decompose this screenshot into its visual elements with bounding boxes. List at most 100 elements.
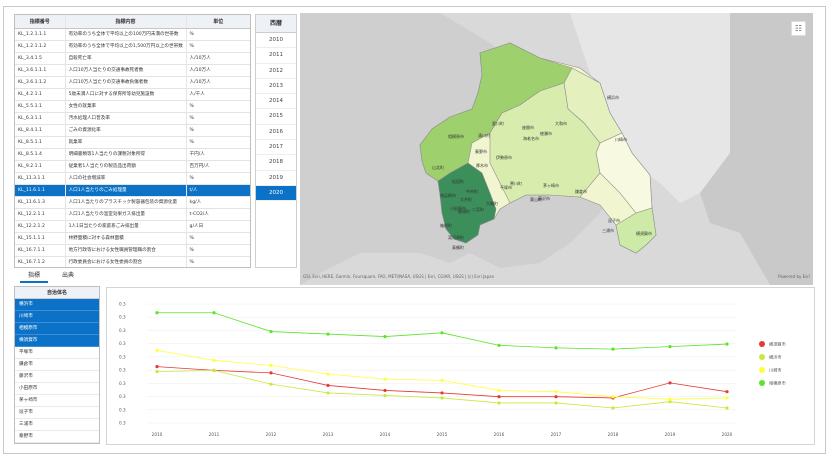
table-row[interactable]: KL_16.7.1.1 地方行政等における女性職員管理職の割合%: [15, 245, 250, 257]
x-tick-label: 2012: [266, 432, 277, 437]
table-row[interactable]: KL_5.5.1.1 女性の就業率%: [15, 101, 250, 113]
x-tick-label: 2010: [152, 432, 163, 437]
table-row[interactable]: KL_6.3.1.1 汚水処理人口普及率%: [15, 113, 250, 125]
indicator-unit: %: [185, 125, 250, 136]
municipality-item[interactable]: 三浦市: [15, 419, 99, 431]
table-row[interactable]: KL_8.4.1.1 ごみの資源化率%: [15, 125, 250, 137]
data-point: [326, 391, 330, 395]
map-label: 葉山町: [530, 197, 542, 202]
year-item[interactable]: 2015: [256, 109, 296, 125]
table-row[interactable]: KL_15.1.1.1 林野面積に対する森林面積%: [15, 233, 250, 245]
indicator-code: KL_6.3.1.1: [18, 116, 42, 121]
indicator-unit: 人/10万人: [185, 77, 250, 88]
y-tick-label: 0.3: [119, 315, 126, 320]
year-item[interactable]: 2018: [256, 155, 296, 171]
table-row[interactable]: KL_4.2.1.1 5歳未満人口に対する保育所等幼児施設数 人/千人: [15, 89, 250, 101]
indicator-unit: %: [185, 29, 250, 40]
indicator-content: 汚水処理人口普及率: [64, 113, 186, 124]
municipality-item[interactable]: 小田原市: [15, 383, 99, 395]
map-label: 湯河原町: [448, 235, 464, 240]
data-point: [554, 390, 558, 394]
indicator-content: 就業率: [64, 137, 186, 148]
map-label: 三浦市: [602, 228, 614, 233]
year-item[interactable]: 2011: [256, 48, 296, 64]
data-point: [611, 395, 615, 399]
indicator-code: KL_3.6.1.1.2: [18, 80, 47, 85]
tab-indicator[interactable]: 指標: [20, 268, 49, 283]
table-row[interactable]: KL_11.6.1.3 人口1人当たりのプラスチック製容器包装の資源化量 kg/人: [15, 197, 250, 209]
indicator-content: 地方行政等における女性職員管理職の割合: [64, 245, 186, 256]
data-point: [440, 378, 444, 383]
map-label: 南足柄市: [440, 193, 456, 198]
data-point: [326, 332, 330, 336]
map-view[interactable]: 相模原市 厚木市 横浜市 川崎市 藤沢市 平塚市 小田原市 横須賀市 鎌倉市 茅ヶ崎市 大和市 海老名…: [300, 13, 813, 285]
year-item[interactable]: 2019: [256, 171, 296, 186]
map-label: 松田町: [452, 179, 464, 184]
table-row[interactable]: KL_12.2.1.2 1人1日当たりの家庭系ごみ排出量 g/人日: [15, 221, 250, 233]
map-label: 横浜市: [607, 95, 619, 100]
table-row[interactable]: KL_1.2.1.1.2 有効率のうち全体で平均以上の1,500万円以上の世帯数%: [15, 41, 250, 53]
data-point: [383, 334, 387, 339]
map-label: 二宮町: [472, 207, 484, 212]
municipality-header: 自治体名: [15, 287, 99, 299]
year-header: 西暦: [256, 15, 296, 33]
municipality-item[interactable]: 茅ヶ崎市: [15, 395, 99, 407]
year-list: 西暦 2010 2011 2012 2013 2014 2015 2016 2017 2018 2…: [255, 14, 297, 268]
data-point: [668, 400, 672, 404]
x-tick-label: 2011: [209, 432, 220, 437]
municipality-item[interactable]: 藤沢市: [15, 371, 99, 383]
year-items: 2010 2011 2012 2013 2014 2015 2016 2017 2018 2019…: [256, 33, 296, 202]
table-row[interactable]: KL_8.5.1.4 明細書類等1人当たりの課税対象所得 千円/人: [15, 149, 250, 161]
municipality-item[interactable]: 平塚市: [15, 347, 99, 359]
table-row[interactable]: KL_9.2.1.1 従業者1人当たりの製造品出荷額 百万円/人: [15, 161, 250, 173]
table-row[interactable]: KL_8.5.1.1 就業率%: [15, 137, 250, 149]
y-tick-label: 0.3: [119, 381, 126, 386]
map-label: 平塚市: [500, 185, 512, 190]
table-row[interactable]: KL_3.6.1.1.1 人口10万人当たりの交通事故死者数 人/10万人: [15, 65, 250, 77]
year-item[interactable]: 2016: [256, 125, 296, 141]
year-item[interactable]: 2013: [256, 79, 296, 95]
year-item[interactable]: 2020: [256, 185, 296, 202]
table-row[interactable]: KL_11.3.1.1 人口の社会増減率%: [15, 173, 250, 185]
map-powered-by: Powered by Esri: [778, 274, 810, 279]
layer-list-icon[interactable]: ☷: [791, 21, 806, 36]
table-row[interactable]: KL_11.6.1.1 人口1人当たりのごみ処理量 t/人: [15, 185, 250, 197]
indicator-unit: 人/10万人: [185, 53, 250, 64]
data-point: [611, 406, 615, 410]
map-label: 厚木市: [476, 163, 488, 168]
year-item[interactable]: 2010: [256, 33, 296, 49]
data-point: [725, 396, 729, 400]
year-item[interactable]: 2012: [256, 64, 296, 79]
municipality-item[interactable]: 川崎市: [15, 311, 99, 323]
municipality-item[interactable]: 鎌倉市: [15, 359, 99, 371]
table-row[interactable]: KL_1.2.1.1.1 有効率のうち全体で平均以上の100万円未満の世帯数%: [15, 29, 250, 41]
table-row[interactable]: KL_3.4.1.5 自殺死亡率 人/10万人: [15, 53, 250, 65]
legend-marker: [759, 341, 765, 347]
data-point: [668, 344, 672, 349]
table-row[interactable]: KL_16.7.1.2 行政委員会における女性委員の割合%: [15, 257, 250, 267]
municipality-item[interactable]: 秦野市: [15, 431, 99, 443]
municipality-item[interactable]: 横須賀市: [15, 335, 99, 347]
legend-marker: [759, 367, 765, 373]
municipality-item[interactable]: 相模原市: [15, 323, 99, 335]
municipality-item[interactable]: 横浜市: [15, 299, 99, 311]
municipality-item[interactable]: 逗子市: [15, 407, 99, 419]
data-point: [725, 406, 729, 410]
year-item[interactable]: 2017: [256, 140, 296, 156]
region-central[interactable]: [489, 82, 601, 204]
tab-source[interactable]: 出典: [62, 272, 75, 279]
map-label: 小田原市: [450, 206, 466, 211]
indicator-code: KL_5.5.1.1: [18, 104, 42, 109]
indicator-unit: %: [185, 101, 250, 112]
indicator-unit: %: [185, 233, 250, 244]
table-row[interactable]: KL_3.6.1.1.2 人口10万人当たりの交通事故負傷者数 人/10万人: [15, 77, 250, 89]
tab-bar: 指標 出典: [20, 268, 82, 283]
indicator-code: KL_8.4.1.1: [18, 128, 42, 133]
municipality-items: 横浜市 川崎市 相模原市 横須賀市 平塚市 鎌倉市 藤沢市 小田原市 茅ヶ崎市 逗子市 三浦市 秦野市: [15, 299, 99, 443]
table-row[interactable]: KL_12.2.1.1 人口1人当たりの温室効果ガス排出量 t-CO2/人: [15, 209, 250, 221]
data-point: [611, 347, 615, 351]
year-item[interactable]: 2014: [256, 94, 296, 110]
region-yokosuka[interactable]: [615, 207, 657, 254]
region-odawara[interactable]: [437, 162, 497, 244]
indicator-code: KL_1.2.1.1.2: [18, 44, 47, 49]
